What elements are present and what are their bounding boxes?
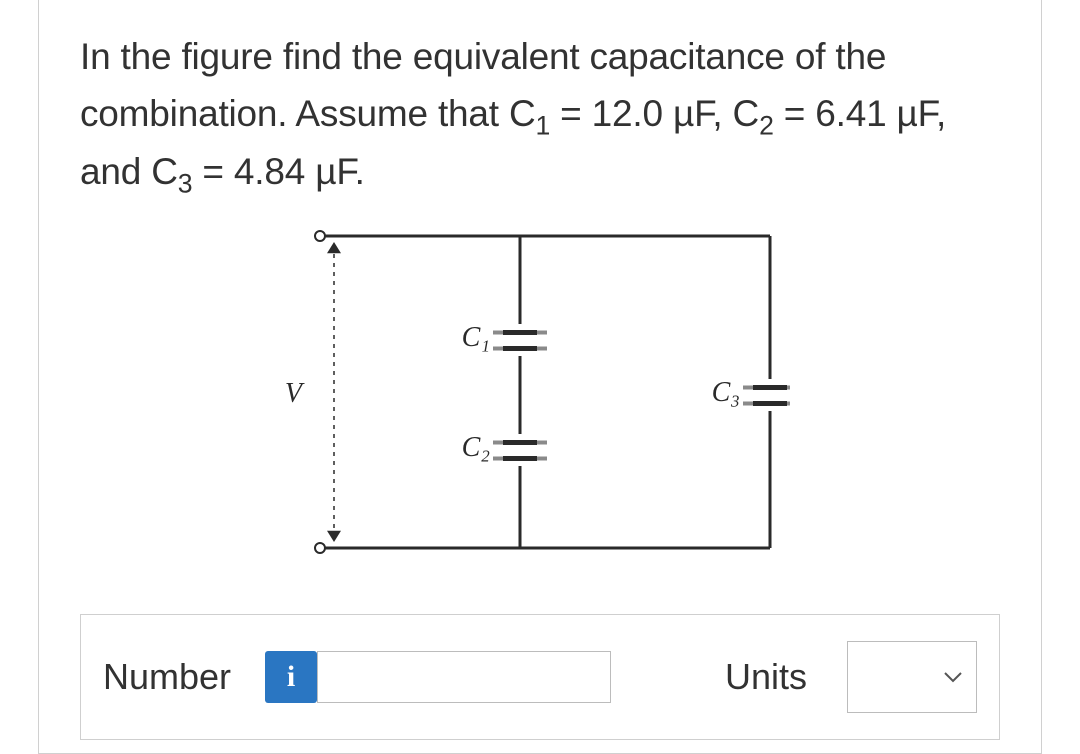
- units-select[interactable]: [847, 641, 977, 713]
- svg-text:C₁: C₁: [462, 322, 490, 353]
- number-label: Number: [103, 656, 231, 698]
- q-line2a: combination. Assume that C: [80, 93, 535, 134]
- svg-text:C₃: C₃: [712, 377, 740, 408]
- q-c3: = 4.84 µF.: [192, 151, 364, 192]
- svg-text:V: V: [285, 378, 305, 409]
- number-input[interactable]: [317, 651, 611, 703]
- svg-text:C₂: C₂: [462, 432, 491, 463]
- circuit-diagram: V C₁ C₂ C₃: [270, 218, 790, 568]
- q-c2: = 6.41: [774, 93, 887, 134]
- q-sub1: 1: [535, 111, 550, 141]
- units-label: Units: [725, 656, 807, 698]
- q-sub2: 2: [759, 111, 774, 141]
- q-line1: In the figure find the equivalent capaci…: [80, 36, 886, 77]
- answer-row: Number i Units: [80, 614, 1000, 740]
- q-c1: = 12.0 µF, C: [550, 93, 759, 134]
- units-select-wrap: [847, 641, 977, 713]
- q-sub3: 3: [178, 168, 193, 198]
- question-text: In the figure find the equivalent capaci…: [80, 28, 1000, 200]
- info-icon[interactable]: i: [265, 651, 317, 703]
